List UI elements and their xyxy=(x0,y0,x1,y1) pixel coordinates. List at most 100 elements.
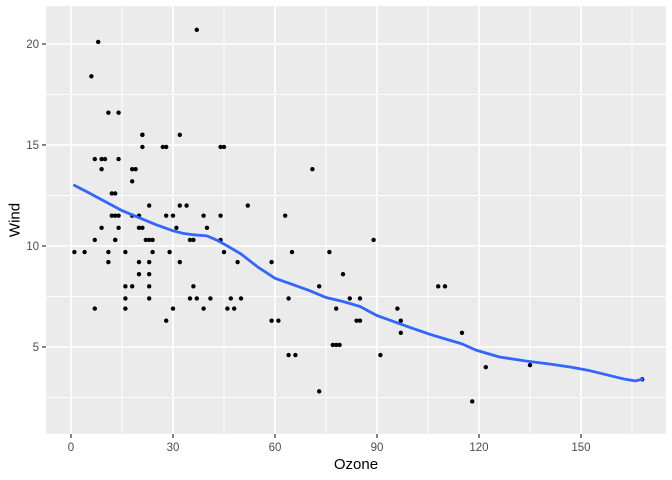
data-point xyxy=(129,179,135,184)
data-point xyxy=(123,249,128,255)
y-tick-label: 15 xyxy=(26,140,39,152)
data-point xyxy=(316,389,322,394)
data-point xyxy=(160,144,165,150)
data-point xyxy=(340,272,346,277)
data-point xyxy=(140,144,145,150)
data-point xyxy=(378,352,383,358)
data-point xyxy=(112,191,118,196)
data-point xyxy=(116,110,121,115)
data-point xyxy=(286,352,291,358)
data-point xyxy=(112,237,118,243)
data-point xyxy=(123,284,128,289)
data-point xyxy=(146,296,152,301)
data-point xyxy=(269,259,274,265)
data-point xyxy=(286,296,291,301)
x-tick-label: 150 xyxy=(571,442,590,454)
y-tick-label: 20 xyxy=(26,39,39,51)
data-point xyxy=(337,342,342,348)
data-point xyxy=(245,203,250,208)
data-point xyxy=(92,306,97,311)
data-point xyxy=(194,296,199,301)
data-point xyxy=(527,362,533,368)
data-point xyxy=(398,318,403,323)
data-point xyxy=(177,259,182,265)
data-point xyxy=(208,296,213,301)
data-point xyxy=(316,284,322,289)
data-point xyxy=(136,225,142,230)
data-point xyxy=(177,203,182,208)
data-point xyxy=(231,306,237,311)
plot-panel xyxy=(46,6,666,434)
smooth-line xyxy=(73,183,644,383)
data-point xyxy=(293,352,298,358)
data-point xyxy=(163,213,169,218)
data-point xyxy=(163,144,169,150)
data-point xyxy=(136,259,142,265)
data-point xyxy=(170,213,176,218)
data-point xyxy=(129,167,135,172)
data-point xyxy=(163,318,169,323)
data-point xyxy=(109,213,114,218)
data-point xyxy=(191,284,196,289)
data-point xyxy=(469,399,475,404)
data-point xyxy=(282,213,288,218)
y-tick-label: 10 xyxy=(26,241,39,253)
data-point xyxy=(150,249,155,255)
data-point xyxy=(99,225,104,230)
data-point xyxy=(150,237,155,243)
data-point xyxy=(99,156,104,162)
data-point xyxy=(106,249,111,255)
data-point xyxy=(92,237,97,243)
data-point xyxy=(184,203,189,208)
x-tick-label: 60 xyxy=(269,442,282,454)
data-point xyxy=(116,213,121,218)
data-point xyxy=(143,237,148,243)
data-point xyxy=(89,74,94,79)
data-point xyxy=(194,27,199,33)
data-point xyxy=(442,284,448,289)
data-point xyxy=(146,259,152,265)
data-point xyxy=(354,318,359,323)
y-axis-title: Wind xyxy=(6,202,24,238)
y-tick-label: 5 xyxy=(33,342,39,354)
data-point xyxy=(116,225,121,230)
data-point xyxy=(106,110,111,115)
data-point xyxy=(102,156,108,162)
data-point xyxy=(136,272,142,277)
data-point xyxy=(123,296,128,301)
data-point xyxy=(112,213,118,218)
data-point xyxy=(333,342,339,348)
data-point xyxy=(99,167,104,172)
data-point xyxy=(201,213,206,218)
data-point xyxy=(140,225,145,230)
data-point xyxy=(116,156,121,162)
data-point xyxy=(82,249,87,255)
data-point xyxy=(269,318,274,323)
data-point xyxy=(221,249,227,255)
data-point xyxy=(371,237,376,243)
data-point xyxy=(435,284,441,289)
data-point xyxy=(235,259,240,265)
data-point xyxy=(140,132,145,138)
data-point xyxy=(187,237,193,243)
data-point xyxy=(204,225,210,230)
data-point xyxy=(146,272,152,277)
data-point xyxy=(327,249,332,255)
data-point xyxy=(225,306,230,311)
data-point xyxy=(174,225,179,230)
x-tick-label: 90 xyxy=(371,442,384,454)
data-point xyxy=(459,330,465,336)
data-point xyxy=(146,203,152,208)
data-point xyxy=(398,330,403,336)
data-point xyxy=(123,306,128,311)
data-point xyxy=(276,318,281,323)
data-point xyxy=(218,144,223,150)
x-axis-title: Ozone xyxy=(333,456,379,473)
data-point xyxy=(357,296,363,301)
data-point xyxy=(238,296,244,301)
data-point xyxy=(395,306,400,311)
data-point xyxy=(106,259,111,265)
x-tick-label: 0 xyxy=(68,442,74,454)
data-point xyxy=(92,156,97,162)
